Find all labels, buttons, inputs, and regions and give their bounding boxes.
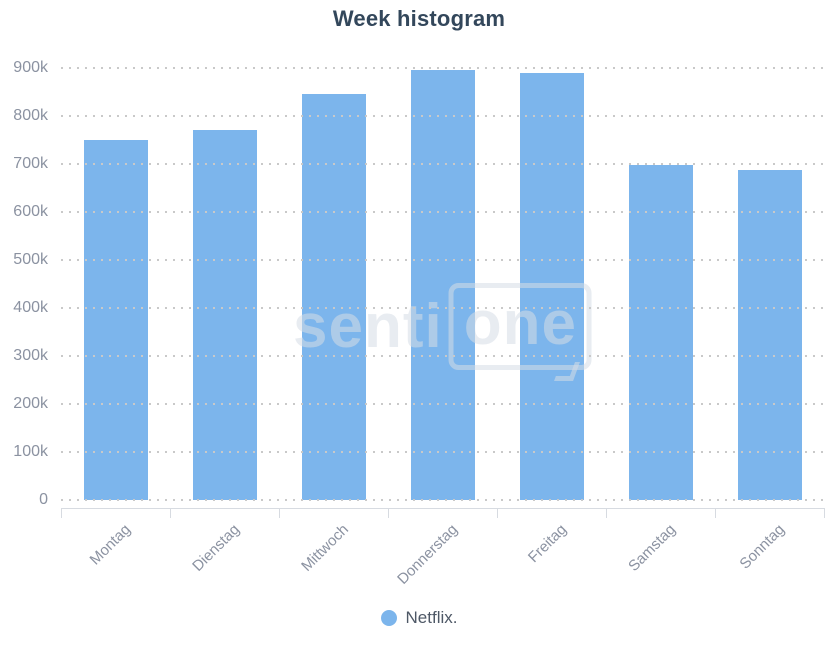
y-axis-tick-label: 300k — [13, 347, 48, 364]
y-axis-tick-label: 900k — [13, 59, 48, 76]
watermark: senti one — [293, 283, 592, 370]
x-axis-tick — [388, 508, 389, 518]
x-axis-tick — [279, 508, 280, 518]
bar-dienstag[interactable] — [192, 130, 257, 500]
watermark-text: senti — [293, 292, 443, 361]
y-axis-tick-label: 0 — [39, 491, 48, 508]
gridline — [61, 499, 824, 501]
gridline — [61, 259, 824, 261]
bar-samstag[interactable] — [628, 164, 693, 500]
watermark-boxed-text: one — [448, 283, 592, 370]
gridline — [61, 211, 824, 213]
gridline — [61, 163, 824, 165]
x-axis-tick — [606, 508, 607, 518]
bar-mittwoch[interactable] — [301, 94, 366, 500]
legend-item-netflix[interactable]: Netflix. — [380, 608, 458, 628]
y-axis-tick-label: 800k — [13, 107, 48, 124]
x-axis-tick — [715, 508, 716, 518]
chart-title: Week histogram — [332, 6, 506, 31]
x-axis-tick — [497, 508, 498, 518]
y-axis-tick-label: 500k — [13, 251, 48, 268]
gridline — [61, 115, 824, 117]
y-axis-tick-label: 200k — [13, 395, 48, 412]
plot-area: senti one — [61, 67, 824, 501]
bar-montag[interactable] — [83, 140, 148, 500]
gridline — [61, 355, 824, 357]
bar-sonntag[interactable] — [737, 170, 802, 500]
x-axis-tick — [824, 508, 825, 518]
gridline — [61, 451, 824, 453]
gridline — [61, 403, 824, 405]
x-axis-tick — [61, 508, 62, 518]
gridline — [61, 67, 824, 69]
y-axis-tick-label: 100k — [13, 443, 48, 460]
gridline — [61, 307, 824, 309]
y-axis-tick-label: 400k — [13, 299, 48, 316]
y-axis-tick-label: 600k — [13, 203, 48, 220]
y-axis-tick-label: 700k — [13, 155, 48, 172]
x-axis-line — [61, 508, 824, 509]
legend: Netflix. — [0, 608, 838, 628]
legend-label: Netflix. — [405, 608, 458, 627]
legend-marker-icon — [380, 610, 397, 626]
x-axis-tick — [170, 508, 171, 518]
